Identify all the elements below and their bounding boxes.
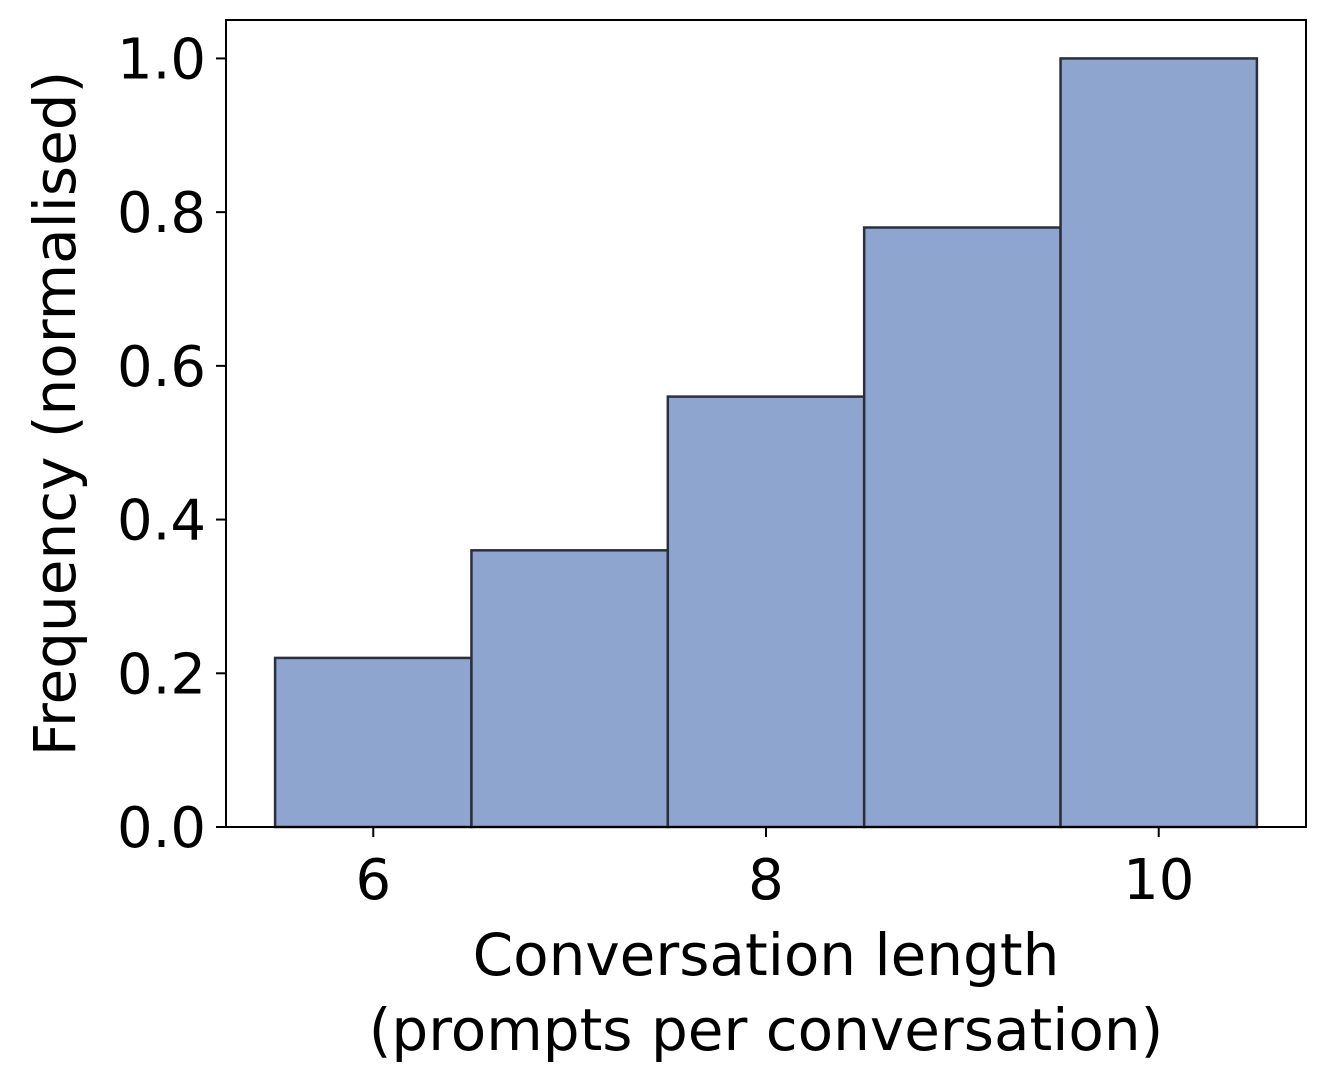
histogram-bar-10 [1059,57,1259,829]
y-axis-ticks: 0.0 0.2 0.4 0.6 0.8 1.0 [117,27,226,861]
y-tick-label: 0.2 [117,642,206,707]
bars [273,57,1259,829]
y-tick-label: 0.6 [117,335,206,400]
histogram-bar-6 [273,656,473,829]
x-tick-label: 10 [1123,848,1194,913]
y-tick-label: 0.0 [117,796,206,861]
x-axis-label-line-2: (prompts per conversation) [369,996,1163,1064]
x-axis-label-line-1: Conversation length [473,921,1060,989]
y-tick-label: 1.0 [117,27,206,92]
histogram-bar-8 [666,395,866,829]
histogram-bar-7 [470,549,670,829]
histogram-bar-9 [862,226,1062,829]
x-axis-ticks: 6 8 10 [355,827,1194,913]
y-axis-label: Frequency (normalised) [21,71,89,756]
y-tick-label: 0.4 [117,489,206,554]
y-tick-label: 0.8 [117,181,206,246]
x-tick-label: 6 [355,848,391,913]
x-tick-label: 8 [748,848,784,913]
